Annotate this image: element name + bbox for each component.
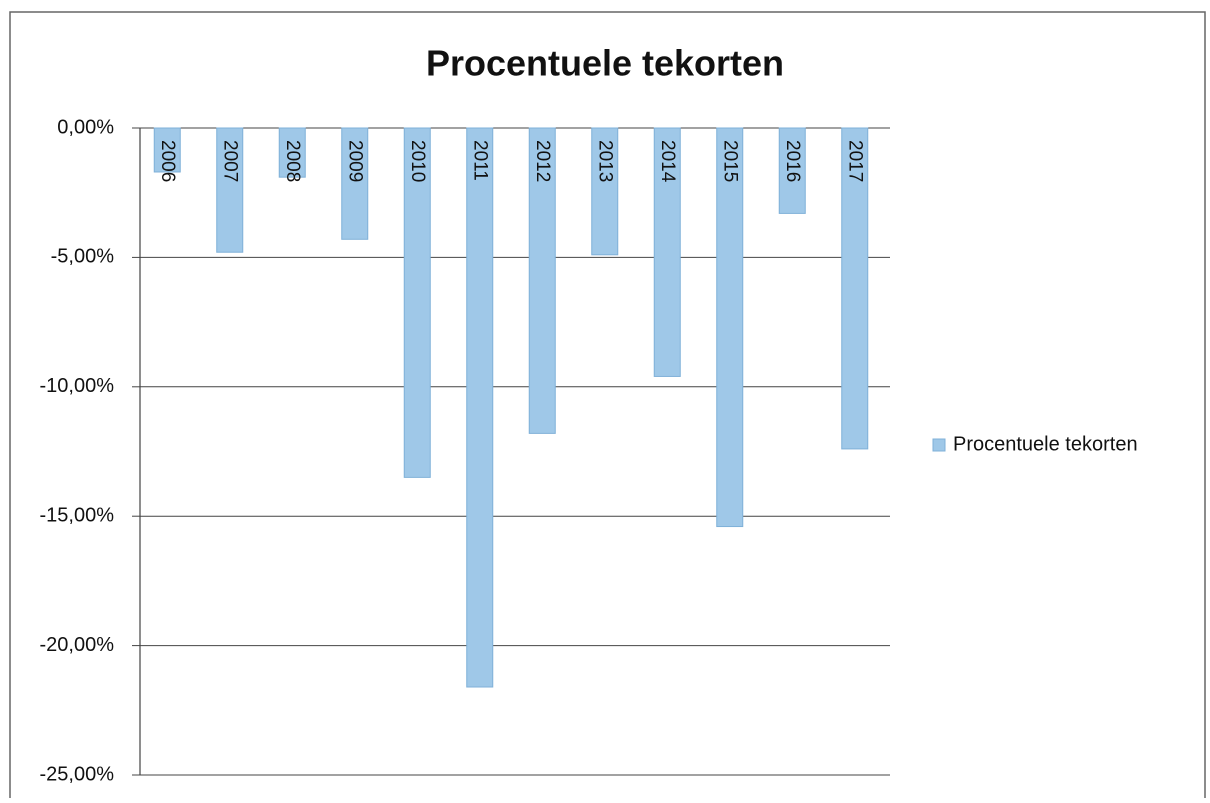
y-tick-label: -15,00% [40,504,115,526]
bar [528,127,556,434]
x-tick-label: 2008 [282,140,303,182]
bar [216,127,244,253]
y-tick-label: -5,00% [51,246,115,268]
bar [341,127,369,240]
legend-label: Procentuele tekorten [953,433,1138,455]
legend-swatch [932,438,946,452]
bar [778,127,806,214]
y-tick-label: -25,00% [40,763,115,785]
x-tick-label: 2017 [845,140,866,182]
bar [591,127,619,256]
bar [841,127,869,450]
x-tick-label: 2015 [720,140,741,182]
x-tick-label: 2010 [407,140,428,182]
x-tick-label: 2014 [657,140,678,183]
x-tick-label: 2006 [157,140,178,182]
x-tick-label: 2012 [532,140,553,182]
x-tick-label: 2011 [470,140,491,181]
y-tick-label: 0,00% [57,116,114,138]
x-tick-label: 2007 [220,140,241,182]
bar [466,127,494,688]
x-tick-label: 2009 [345,140,366,182]
bar [153,127,181,173]
y-tick-label: -10,00% [40,375,115,397]
x-tick-label: 2013 [595,140,616,182]
x-tick-label: 2016 [782,140,803,182]
y-tick-label: -20,00% [40,634,115,656]
bar [278,127,306,178]
bar [716,127,744,528]
bar [403,127,431,478]
chart-title: Procentuele tekorten [426,43,784,84]
bar [653,127,681,377]
